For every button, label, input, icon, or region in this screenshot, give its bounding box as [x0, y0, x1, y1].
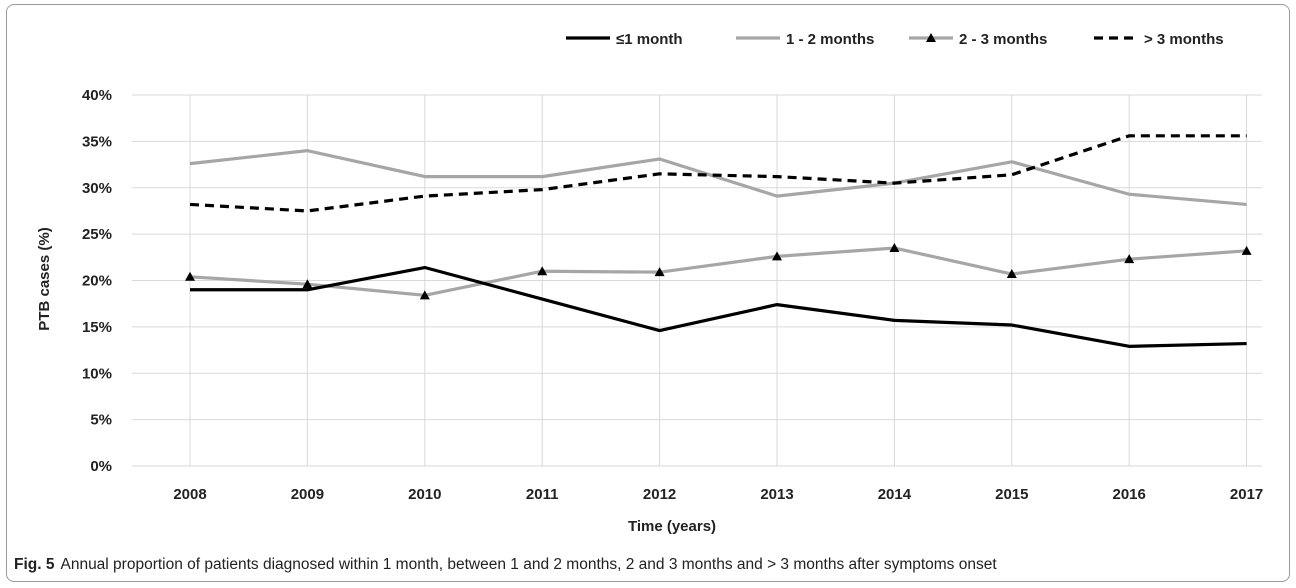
- legend-item: 1 - 2 months: [736, 31, 874, 48]
- series-line: [189, 149, 1247, 207]
- x-tick-label: 2010: [408, 486, 441, 503]
- figure-caption-text: Annual proportion of patients diagnosed …: [60, 556, 997, 573]
- x-tick-label: 2012: [643, 486, 676, 503]
- triangle-marker: [926, 33, 936, 42]
- legend-label: 2 - 3 months: [959, 31, 1047, 48]
- x-axis-label: Time (years): [628, 518, 716, 535]
- y-tick-label: 0%: [90, 458, 112, 475]
- triangle-marker: [1241, 245, 1252, 255]
- series-lines: [185, 134, 1252, 348]
- legend-item: ≤1 month: [566, 31, 683, 48]
- series-1: [189, 149, 1247, 207]
- x-tick-label: 2013: [760, 486, 793, 503]
- x-tick-label: 2009: [291, 486, 324, 503]
- series-3: [189, 134, 1247, 213]
- triangle-marker: [185, 271, 195, 281]
- series-line: [189, 246, 1247, 297]
- triangle-marker: [1006, 269, 1017, 279]
- legend-label: ≤1 month: [616, 31, 683, 48]
- series-line: [189, 134, 1247, 213]
- legend-label: 1 - 2 months: [786, 31, 874, 48]
- y-axis-ticks: 0% 5% 10% 15% 20% 25% 30% 35% 40%: [82, 87, 112, 475]
- x-tick-label: 2011: [526, 486, 559, 503]
- triangle-marker: [302, 279, 313, 289]
- triangle-marker: [654, 267, 665, 277]
- series-0: [190, 265, 1247, 348]
- line-chart: 0%5%10%15%20%25%30%35%40% 2008 2009 2010 20…: [36, 31, 1263, 535]
- y-tick-label: 5%: [90, 412, 112, 429]
- legend-label: > 3 months: [1144, 31, 1224, 48]
- legend: ≤1 month 1 - 2 months 2 - 3 months > 3 mont…: [566, 31, 1224, 48]
- x-tick-label: 2015: [995, 486, 1028, 503]
- y-tick-label: 30%: [82, 180, 112, 197]
- x-tick-label: 2016: [1113, 486, 1146, 503]
- x-tick-label: 2008: [173, 486, 206, 503]
- triangle-marker: [772, 251, 782, 261]
- x-tick-label: 2017: [1230, 486, 1263, 503]
- y-axis-label: PTB cases (%): [36, 227, 53, 330]
- legend-item: > 3 months: [1094, 31, 1224, 48]
- triangle-marker: [1124, 254, 1135, 264]
- triangle-marker: [537, 266, 548, 276]
- legend-item: 2 - 3 months: [909, 31, 1047, 48]
- y-tick-label: 15%: [82, 319, 112, 336]
- series-line: [190, 265, 1247, 348]
- y-tick-label: 10%: [82, 365, 112, 382]
- x-tick-label: 2014: [878, 486, 912, 503]
- triangle-marker: [889, 243, 900, 253]
- figure-caption-label: Fig. 5: [14, 556, 55, 573]
- y-tick-label: 20%: [82, 273, 112, 290]
- series-2: [185, 243, 1252, 300]
- x-axis-ticks: 2008 2009 2010 2011 2012 2013 2014 2015 2016 2017: [173, 486, 1263, 503]
- y-tick-label: 25%: [82, 226, 112, 243]
- triangle-marker: [419, 290, 430, 300]
- figure-frame: [6, 4, 1290, 582]
- y-tick-label: 35%: [82, 133, 112, 150]
- figure-caption: Fig. 5 Annual proportion of patients diag…: [14, 556, 1284, 574]
- y-tick-label: 40%: [82, 87, 112, 104]
